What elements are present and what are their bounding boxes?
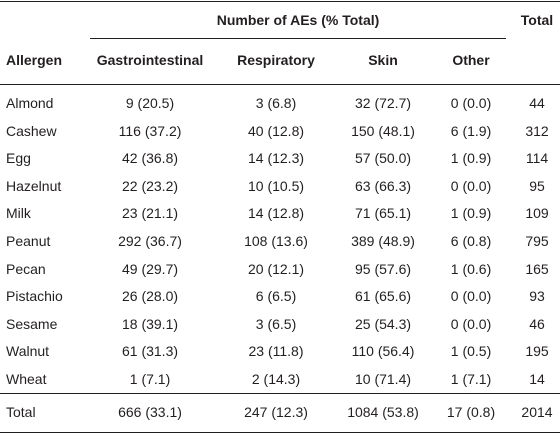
total-cell: 247 (12.3) [244, 404, 308, 420]
header-rule [0, 84, 560, 85]
row-label: Egg [6, 150, 31, 167]
top-rule [0, 1, 560, 2]
cell: 6 (1.9) [450, 122, 492, 139]
cell: 14 [529, 371, 545, 387]
cell: 44 [529, 95, 545, 111]
cell: 61 (65.6) [354, 288, 412, 305]
cell: 1 (0.9) [450, 205, 492, 222]
row-label: Cashew [6, 122, 57, 139]
cell: 389 (48.9) [351, 233, 415, 249]
column-header: Total [520, 12, 554, 28]
cell: 95 (57.6) [354, 260, 412, 277]
cell: 0 (0.0) [450, 177, 492, 194]
cell: 42 (36.8) [121, 150, 179, 167]
row-label: Hazelnut [6, 177, 62, 194]
row-label: Pecan [6, 260, 46, 277]
cell: 109 [525, 205, 549, 222]
column-header: Skin [368, 52, 398, 68]
cell: 46 [529, 315, 545, 332]
cell: 95 [529, 177, 545, 194]
cell: 10 (71.4) [354, 371, 412, 387]
group-rule [90, 38, 506, 39]
row-label: Wheat [6, 371, 47, 387]
cell: 292 (36.7) [118, 233, 182, 249]
row-label: Almond [6, 95, 54, 111]
total-cell: 17 (0.8) [446, 404, 496, 420]
column-header: Allergen [6, 52, 63, 68]
cell: 312 [525, 122, 549, 139]
cell: 1 (7.1) [129, 371, 171, 387]
cell: 93 [529, 288, 545, 305]
row-label: Walnut [6, 343, 50, 360]
cell: 1 (0.5) [450, 343, 492, 360]
cell: 25 (54.3) [354, 315, 412, 332]
row-label: Pistachio [6, 288, 63, 305]
cell: 116 (37.2) [118, 122, 182, 139]
cell: 3 (6.5) [255, 315, 297, 332]
cell: 108 (13.6) [244, 233, 308, 249]
cell: 14 (12.3) [247, 150, 305, 167]
cell: 114 [525, 150, 549, 167]
cell: 0 (0.0) [450, 288, 492, 305]
total-cell: 666 (33.1) [118, 404, 182, 420]
cell: 2 (14.3) [251, 371, 301, 387]
cell: 71 (65.1) [354, 205, 412, 222]
cell: 14 (12.8) [247, 205, 305, 222]
cell: 1 (7.1) [450, 371, 492, 387]
total-cell: 1084 (53.8) [347, 404, 419, 420]
row-label: Milk [6, 205, 31, 222]
group-header: Number of AEs (% Total) [216, 12, 380, 28]
cell: 1 (0.9) [450, 150, 492, 167]
cell: 10 (10.5) [247, 177, 305, 194]
total-rule [0, 393, 560, 394]
cell: 18 (39.1) [121, 315, 179, 332]
cell: 6 (0.8) [450, 233, 492, 249]
cell: 22 (23.2) [121, 177, 179, 194]
cell: 0 (0.0) [450, 95, 492, 111]
row-label: Peanut [6, 233, 51, 249]
column-header: Respiratory [237, 52, 315, 68]
cell: 165 [525, 260, 549, 277]
bottom-rule [0, 432, 560, 433]
total-label: Total [6, 404, 36, 420]
cell: 49 (29.7) [121, 260, 179, 277]
cell: 1 (0.6) [450, 260, 492, 277]
column-header: Gastrointestinal [96, 52, 204, 68]
cell: 40 (12.8) [247, 122, 305, 139]
total-cell: 2014 [521, 404, 553, 420]
cell: 150 (48.1) [351, 122, 415, 139]
cell: 3 (6.8) [255, 95, 297, 111]
cell: 61 (31.3) [121, 343, 179, 360]
column-header: Other [452, 52, 490, 68]
cell: 23 (11.8) [248, 343, 304, 360]
cell: 0 (0.0) [450, 315, 492, 332]
cell: 9 (20.5) [125, 95, 175, 111]
cell: 195 [525, 343, 549, 360]
row-label: Sesame [6, 315, 58, 332]
cell: 26 (28.0) [121, 288, 179, 305]
cell: 795 [525, 233, 549, 249]
cell: 57 (50.0) [354, 150, 412, 167]
cell: 32 (72.7) [354, 95, 412, 111]
cell: 110 (56.4) [351, 343, 415, 360]
cell: 63 (66.3) [354, 177, 412, 194]
cell: 6 (6.5) [255, 288, 297, 305]
cell: 23 (21.1) [121, 205, 179, 222]
cell: 20 (12.1) [247, 260, 305, 277]
